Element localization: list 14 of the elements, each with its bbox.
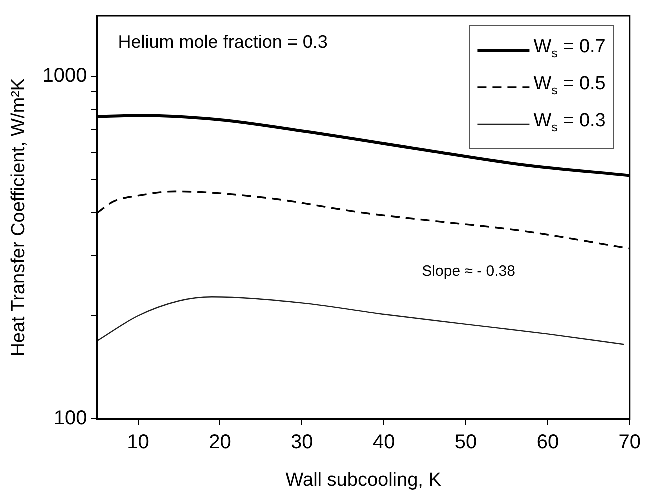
x-tick-label: 60: [536, 432, 560, 454]
annotation: Slope ≈ - 0.38: [422, 263, 516, 280]
line-series: [97, 296, 625, 346]
y-tick-label: 1000: [42, 64, 88, 87]
x-tick-label: 70: [618, 432, 641, 454]
x-tick-label: 20: [209, 432, 232, 454]
x-tick-label: 30: [291, 432, 314, 454]
x-tick-label: 40: [372, 432, 396, 454]
annotation: Helium mole fraction = 0.3: [118, 32, 328, 52]
x-axis-title: Wall subcooling, K: [286, 470, 442, 491]
x-tick-label: 10: [127, 432, 150, 454]
x-tick-label: 50: [454, 432, 478, 454]
y-tick-label: 100: [54, 408, 88, 430]
y-axis-title: Heat Transfer Coefficient, W/m²K: [8, 78, 30, 357]
